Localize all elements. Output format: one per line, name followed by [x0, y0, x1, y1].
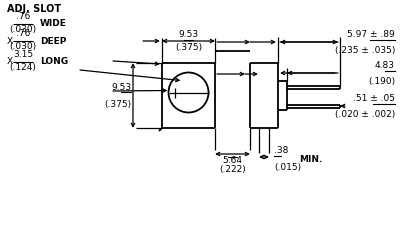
Text: (.235 ± .035): (.235 ± .035) [335, 46, 395, 55]
Text: .51 ± .05: .51 ± .05 [353, 94, 395, 103]
Text: 9.53: 9.53 [178, 30, 198, 39]
Text: (.020 ± .002): (.020 ± .002) [335, 110, 395, 119]
Text: MIN.: MIN. [299, 154, 322, 164]
Text: (.375): (.375) [104, 99, 131, 108]
Text: 4.83: 4.83 [375, 61, 395, 70]
Text: WIDE: WIDE [40, 19, 67, 29]
Text: (.015): (.015) [274, 163, 301, 172]
Text: DEEP: DEEP [40, 36, 66, 46]
Text: .76: .76 [16, 29, 30, 38]
Text: (.124): (.124) [10, 63, 36, 72]
Text: (.030): (.030) [10, 25, 36, 34]
Text: X: X [7, 58, 13, 66]
Text: X: X [7, 36, 13, 46]
Text: (.222): (.222) [219, 165, 246, 174]
Text: .76: .76 [16, 12, 30, 21]
Text: LONG: LONG [40, 58, 68, 66]
Text: (.375): (.375) [175, 43, 202, 52]
Text: (.030): (.030) [10, 42, 36, 51]
Text: 3.15: 3.15 [13, 50, 33, 59]
Text: ADJ. SLOT: ADJ. SLOT [7, 4, 61, 14]
Text: .38: .38 [274, 146, 288, 155]
Text: 5.97 ± .89: 5.97 ± .89 [347, 30, 395, 39]
Text: 5.64: 5.64 [222, 156, 242, 165]
Text: (.190): (.190) [368, 77, 395, 86]
Text: 9.53: 9.53 [111, 82, 131, 92]
